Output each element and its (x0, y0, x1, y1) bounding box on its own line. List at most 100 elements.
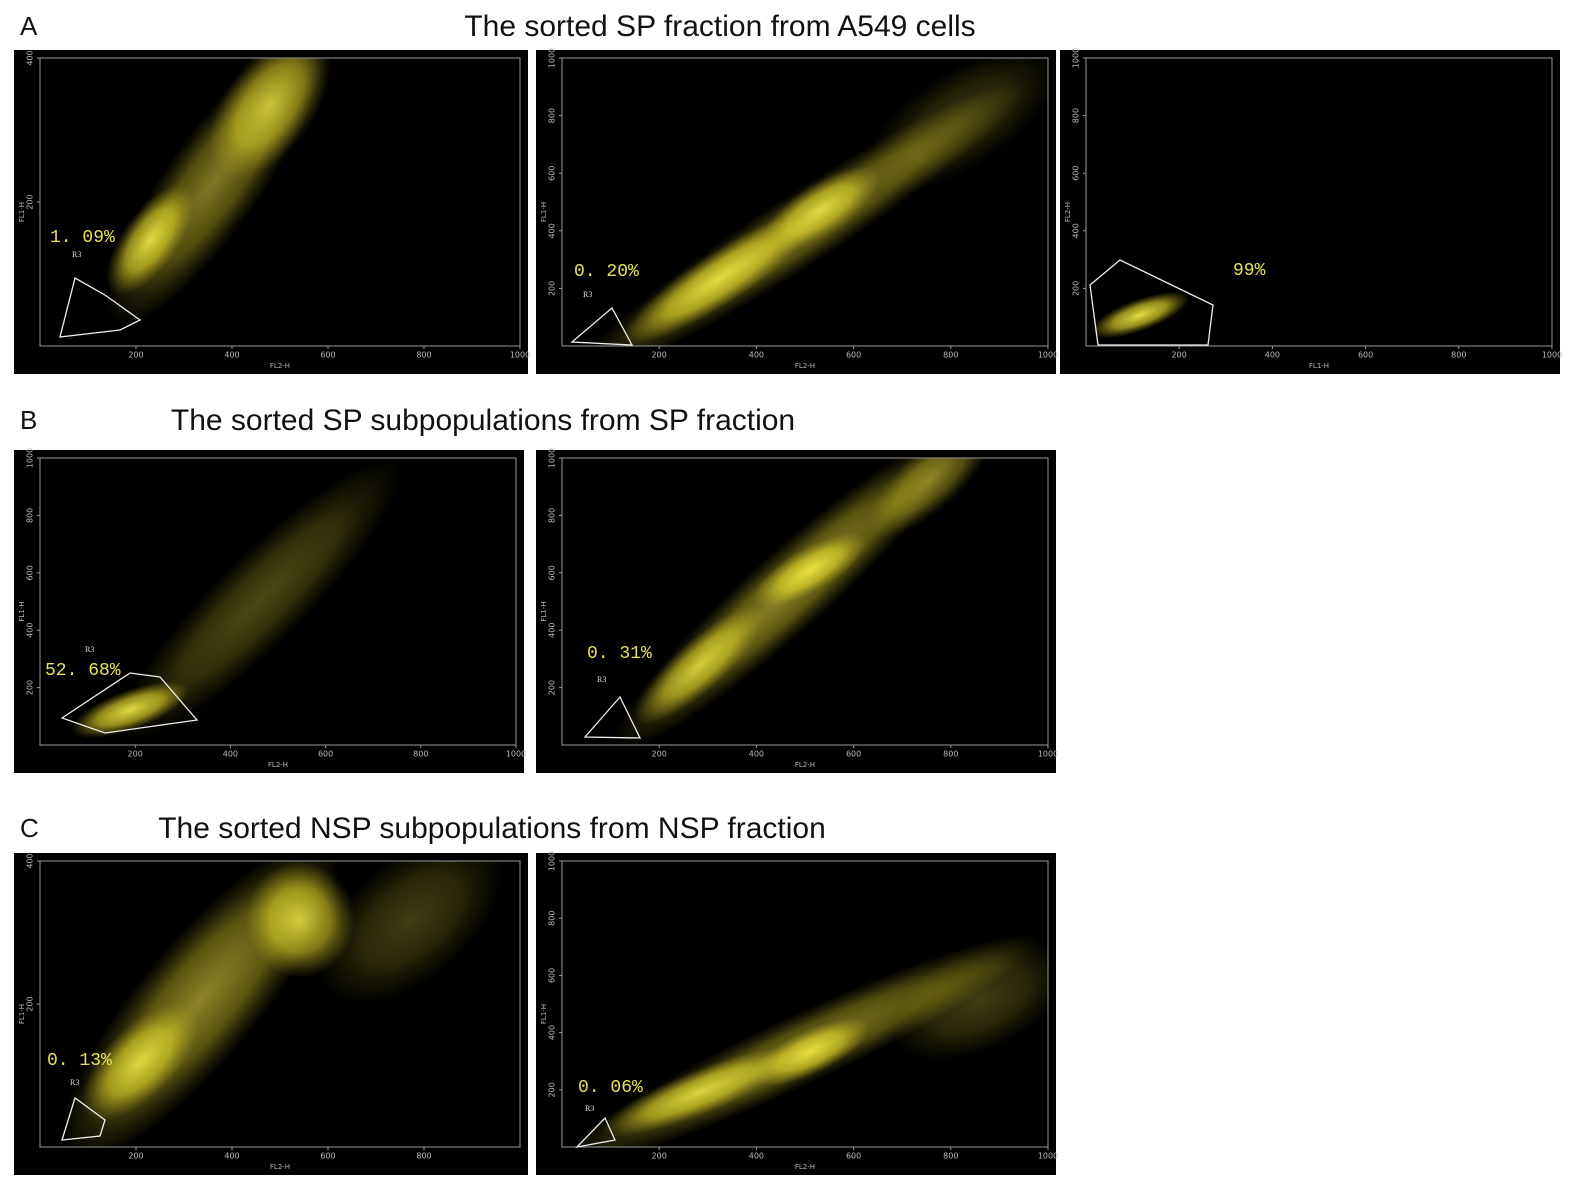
x-axis-label: FL2-H (270, 362, 290, 370)
x-tick-label: 400 (223, 750, 238, 759)
y-tick-label: 400 (26, 623, 35, 638)
x-tick-label: 400 (749, 351, 764, 360)
y-tick-label: 200 (26, 996, 35, 1011)
x-tick-label: 200 (652, 750, 667, 759)
y-tick-label: 400 (548, 1025, 557, 1040)
x-tick-label: 1000 (1038, 1152, 1058, 1161)
y-tick-label: 400 (548, 223, 557, 238)
y-axis-label: FL2-H (1064, 202, 1072, 222)
plot-frame (561, 860, 1049, 1148)
x-tick-label: 800 (413, 750, 428, 759)
cytometry-plot: 200 400 600 800 1000 200 400 600 800 1000 FL2-H FL1… (536, 48, 1058, 374)
cell-clouds (562, 933, 1048, 1147)
x-tick-label: 200 (1172, 351, 1187, 360)
x-tick-label: 400 (749, 750, 764, 759)
gate (1089, 259, 1214, 346)
panel-title: The sorted NSP subpopulations from NSP f… (158, 812, 826, 845)
y-tick-label: 800 (548, 911, 557, 926)
y-tick-label: 400 (1072, 223, 1081, 238)
plot-frame (561, 457, 1049, 746)
x-tick-label: 800 (943, 351, 958, 360)
x-axis-label: FL2-H (795, 362, 815, 370)
gate (59, 277, 142, 338)
x-axis-label: FL2-H (795, 1163, 815, 1171)
x-tick-label: 600 (846, 1152, 861, 1161)
y-tick-label: 800 (1072, 108, 1081, 123)
gate (575, 1116, 616, 1149)
x-tick-label: 200 (128, 351, 143, 360)
x-tick-label: 600 (320, 351, 335, 360)
cell-clouds (106, 58, 332, 326)
cell-cloud (81, 1003, 199, 1121)
cell-clouds (60, 861, 503, 1147)
x-axis-label: FL1-H (1309, 362, 1329, 370)
gate-percent: 1. 09% (50, 228, 115, 248)
x-tick-label: 800 (416, 1152, 431, 1161)
cytometry-plot: 200 400 600 800 1000 200 400 600 800 1000 FL2-H FL1… (536, 851, 1058, 1175)
cell-cloud (602, 1047, 798, 1137)
y-tick-label: 200 (1072, 281, 1081, 296)
x-tick-label: 400 (224, 351, 239, 360)
cell-cloud (634, 605, 766, 725)
plot-frame (561, 57, 1049, 347)
x-tick-label: 1000 (510, 351, 530, 360)
panel-letter: C (20, 813, 39, 843)
cell-clouds (576, 58, 1048, 346)
x-tick-label: 800 (943, 750, 958, 759)
x-tick-label: 800 (1451, 351, 1466, 360)
y-tick-label: 600 (548, 968, 557, 983)
x-tick-label: 400 (1265, 351, 1280, 360)
cell-clouds (1090, 291, 1190, 339)
y-tick-label: 800 (548, 108, 557, 123)
cell-cloud (759, 166, 881, 254)
gate (570, 306, 634, 346)
cell-cloud (867, 458, 993, 538)
y-tick-label: 800 (548, 508, 557, 523)
x-tick-label: 200 (652, 1152, 667, 1161)
y-tick-label: 1000 (26, 448, 35, 468)
y-tick-label: 1000 (548, 48, 557, 68)
gate-label: R3 (597, 675, 606, 684)
y-tick-label: 400 (26, 50, 35, 65)
panel-title: The sorted SP subpopulations from SP fra… (171, 404, 795, 437)
x-tick-label: 800 (943, 1152, 958, 1161)
x-tick-label: 1000 (506, 750, 526, 759)
x-tick-label: 600 (318, 750, 333, 759)
cytometry-plot: 200 400 600 800 1000 200 400 600 800 1000 FL1-H FL2… (1060, 48, 1562, 374)
x-tick-label: 800 (416, 351, 431, 360)
y-tick-label: 200 (548, 680, 557, 695)
x-tick-label: 1000 (1542, 351, 1562, 360)
cytometry-plot: 200 400 600 800 1000 200 400 600 800 1000 FL2-H FL1… (14, 448, 526, 773)
cell-cloud (317, 861, 503, 1005)
gate-label: R3 (85, 645, 94, 654)
x-tick-label: 400 (224, 1152, 239, 1161)
gate (61, 1096, 106, 1141)
plot-frame (1085, 57, 1553, 347)
cytometry-plot: 200 400 600 800 200 400 FL2-H FL1-H 0. 13% R3 (14, 853, 528, 1175)
panel-letter: A (20, 11, 38, 41)
y-tick-label: 200 (548, 281, 557, 296)
x-tick-label: 1000 (1038, 351, 1058, 360)
panel-title: The sorted SP fraction from A549 cells (464, 10, 975, 43)
y-tick-label: 800 (26, 508, 35, 523)
x-tick-label: 600 (320, 1152, 335, 1161)
y-tick-label: 600 (26, 565, 35, 580)
gate-percent: 0. 13% (47, 1051, 112, 1071)
y-tick-label: 600 (548, 565, 557, 580)
x-axis-label: FL2-H (270, 1163, 290, 1171)
y-axis-label: FL1-H (18, 202, 26, 222)
x-tick-label: 600 (846, 351, 861, 360)
cytometry-plot: 200 400 600 800 1000 200 400 FL2-H FL1-H 1. 09% R3 (14, 50, 530, 374)
x-tick-label: 600 (1358, 351, 1373, 360)
x-tick-label: 1000 (1038, 750, 1058, 759)
y-tick-label: 200 (26, 680, 35, 695)
x-tick-label: 200 (652, 351, 667, 360)
y-axis-label: FL1-H (540, 601, 548, 621)
y-tick-label: 600 (1072, 166, 1081, 181)
cell-cloud (118, 458, 402, 742)
cell-cloud (891, 939, 1048, 1061)
gate-label: R3 (72, 250, 81, 259)
y-tick-label: 400 (26, 853, 35, 868)
x-axis-label: FL2-H (795, 761, 815, 769)
